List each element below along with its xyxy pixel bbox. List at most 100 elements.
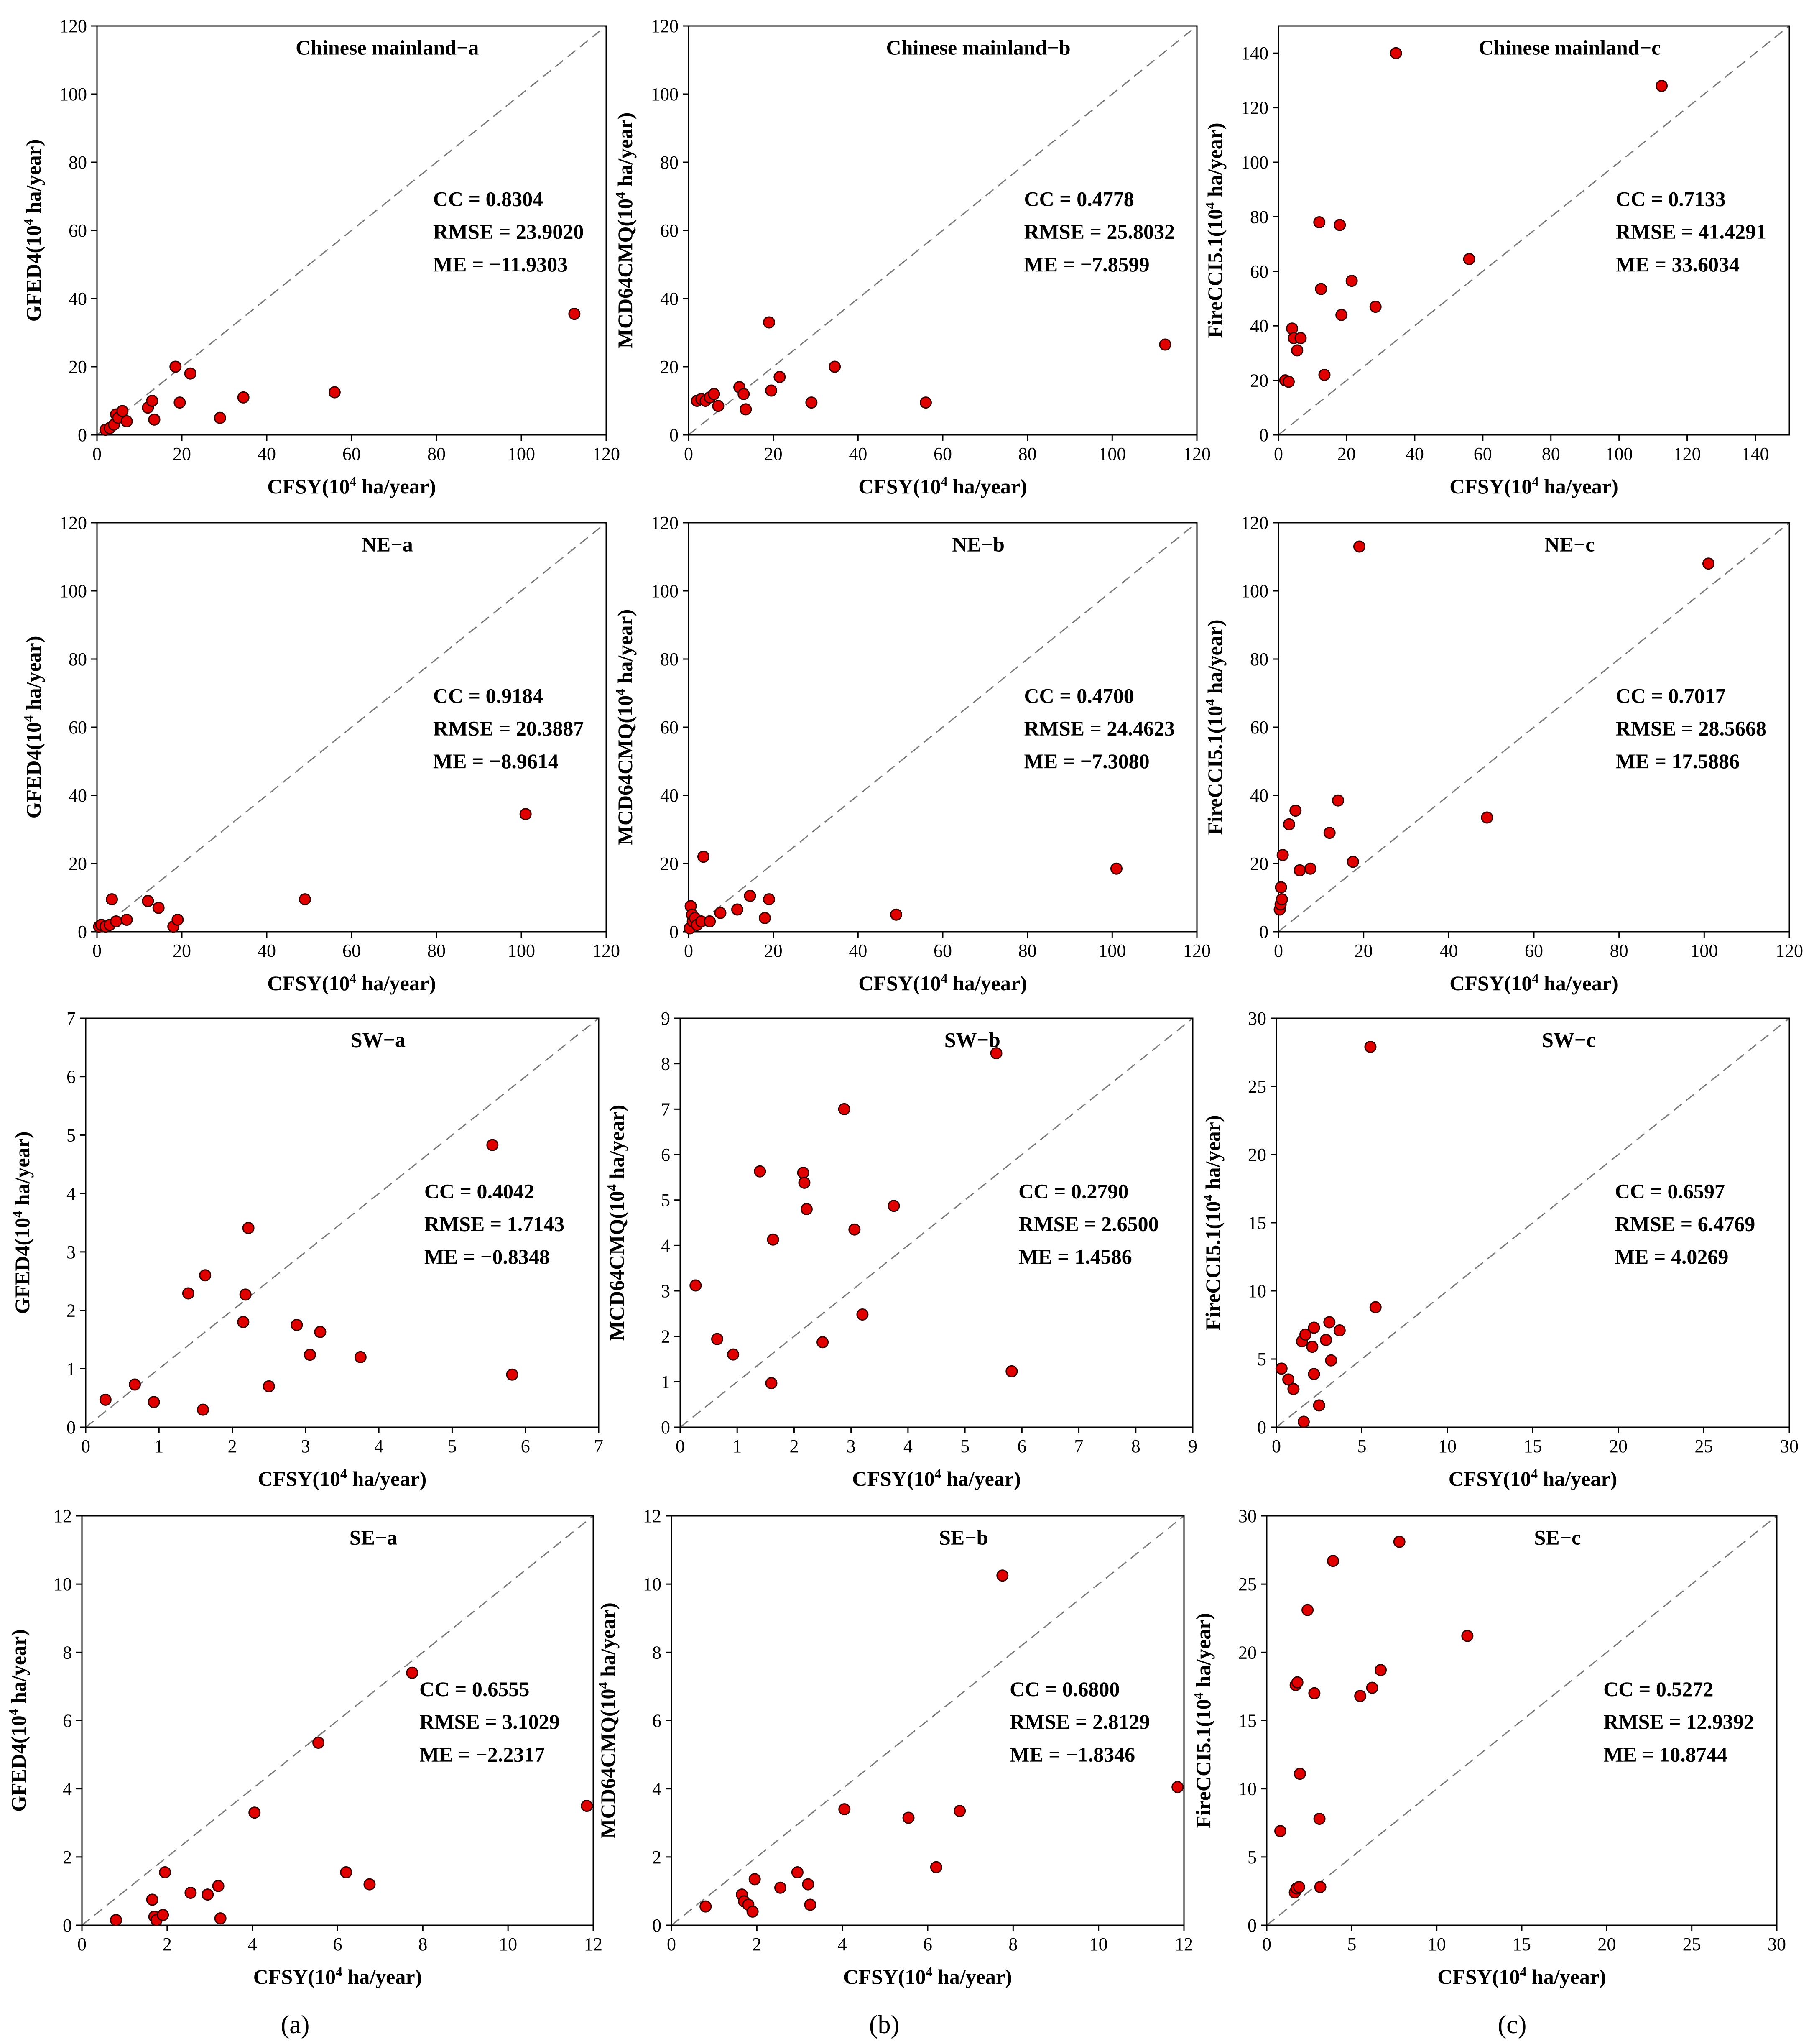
x-tick-label: 40 xyxy=(1406,444,1424,464)
y-tick-label: 0 xyxy=(78,922,87,942)
y-axis-title: MCD64CMQ(104 ha/year) xyxy=(595,1602,620,1839)
y-tick-label: 25 xyxy=(1238,1574,1257,1594)
panel-se-b: 0 2 4 6 8 10 12 0 2 4 6 8 10 12 CFSY(104 ha/year) MCD64… xyxy=(595,1506,1193,1988)
data-point xyxy=(169,360,182,373)
x-tick-label: 20 xyxy=(173,444,191,464)
y-tick-label: 5 xyxy=(1257,1349,1266,1369)
caption-a: (a) xyxy=(281,2011,310,2039)
x-tick-label: 2 xyxy=(752,1934,761,1955)
data-point xyxy=(731,903,744,916)
x-tick-label: 5 xyxy=(447,1436,457,1456)
x-tick-label: 0 xyxy=(81,1436,90,1456)
data-point xyxy=(890,908,903,921)
data-point xyxy=(363,1878,376,1891)
data-point xyxy=(128,1378,141,1391)
data-point xyxy=(1461,1630,1474,1642)
data-point xyxy=(1313,216,1326,228)
x-tick-label: 40 xyxy=(258,444,276,464)
data-point xyxy=(727,1348,740,1361)
x-tick-label: 4 xyxy=(374,1436,383,1456)
x-tick-label: 5 xyxy=(960,1436,970,1456)
y-tick-label: 60 xyxy=(1250,261,1268,282)
y-tick-label: 20 xyxy=(660,357,679,377)
y-tick-label: 20 xyxy=(69,357,87,377)
y-tick-label: 60 xyxy=(660,717,679,738)
data-point xyxy=(1289,805,1302,817)
stat-line: CC = 0.6597 xyxy=(1615,1179,1725,1203)
data-point xyxy=(699,1900,712,1913)
y-tick-label: 60 xyxy=(69,717,87,738)
data-point xyxy=(199,1269,212,1282)
x-axis-title: CFSY(104 ha/year) xyxy=(1449,474,1618,498)
x-tick-label: 120 xyxy=(592,444,620,464)
x-tick-label: 7 xyxy=(1074,1436,1084,1456)
y-tick-label: 10 xyxy=(643,1574,661,1594)
stat-line: RMSE = 2.6500 xyxy=(1018,1212,1158,1236)
stat-line: RMSE = 23.9020 xyxy=(433,220,584,243)
y-tick-label: 0 xyxy=(1259,922,1268,942)
y-tick-label: 0 xyxy=(661,1417,670,1438)
x-tick-label: 0 xyxy=(684,940,693,961)
data-point xyxy=(930,1861,942,1873)
x-tick-label: 30 xyxy=(1780,1436,1799,1456)
stat-line: ME = 1.4586 xyxy=(1018,1245,1132,1268)
data-point xyxy=(1301,1604,1314,1616)
x-tick-label: 20 xyxy=(1355,940,1373,961)
x-tick-label: 4 xyxy=(903,1436,913,1456)
x-tick-label: 0 xyxy=(684,444,693,464)
data-point xyxy=(237,391,250,404)
data-point xyxy=(765,384,778,397)
plot-frame xyxy=(1278,25,1790,436)
data-point xyxy=(1308,1368,1320,1380)
x-tick-label: 80 xyxy=(1610,940,1628,961)
data-point xyxy=(146,1893,158,1906)
stat-line: CC = 0.9184 xyxy=(433,684,543,707)
y-tick-label: 120 xyxy=(59,16,87,36)
y-tick-label: 40 xyxy=(69,289,87,309)
data-point xyxy=(106,893,118,906)
data-point xyxy=(184,367,196,380)
data-point xyxy=(314,1326,327,1338)
y-axis-title: FireCCI5.1(104 ha/year) xyxy=(1200,1115,1225,1331)
one-to-one-line xyxy=(1276,1017,1790,1428)
data-point xyxy=(838,1103,850,1115)
stat-line: ME = 10.8744 xyxy=(1603,1743,1727,1766)
x-tick-label: 6 xyxy=(333,1934,342,1955)
y-tick-label: 0 xyxy=(669,425,679,445)
x-tick-label: 25 xyxy=(1695,1436,1713,1456)
x-tick-label: 80 xyxy=(1018,444,1037,464)
data-point xyxy=(848,1223,861,1236)
panel-title: NE−b xyxy=(952,532,1005,556)
y-tick-label: 100 xyxy=(1241,152,1268,173)
y-axis-title: FireCCI5.1(104 ha/year) xyxy=(1202,123,1227,338)
data-point xyxy=(712,400,725,412)
data-point xyxy=(1333,1324,1346,1337)
stat-line: RMSE = 41.4291 xyxy=(1616,220,1766,243)
stat-line: CC = 0.4700 xyxy=(1024,684,1134,707)
data-point xyxy=(202,1888,214,1901)
y-axis-title: GFED4(104 ha/year) xyxy=(10,1132,34,1314)
panel-title: Chinese mainland−a xyxy=(296,36,479,59)
x-tick-label: 60 xyxy=(934,444,952,464)
data-point xyxy=(990,1047,1003,1060)
y-tick-label: 2 xyxy=(63,1847,72,1868)
y-tick-label: 80 xyxy=(660,649,679,669)
data-point xyxy=(1366,1681,1378,1694)
data-point xyxy=(1297,1415,1310,1428)
data-point xyxy=(800,1203,813,1215)
data-point xyxy=(1323,827,1336,839)
data-point xyxy=(159,1866,171,1879)
x-tick-label: 120 xyxy=(1674,444,1701,464)
stat-line: ME = −7.3080 xyxy=(1024,749,1150,773)
caption-b: (b) xyxy=(869,2011,899,2039)
data-point xyxy=(1308,1687,1321,1699)
y-tick-label: 25 xyxy=(1248,1076,1266,1097)
data-point xyxy=(1345,275,1358,287)
y-tick-label: 20 xyxy=(69,853,87,874)
x-tick-label: 40 xyxy=(849,940,867,961)
data-point xyxy=(1481,811,1493,824)
y-tick-label: 120 xyxy=(1241,513,1268,533)
data-point xyxy=(1294,864,1306,876)
data-point xyxy=(1369,1301,1382,1313)
